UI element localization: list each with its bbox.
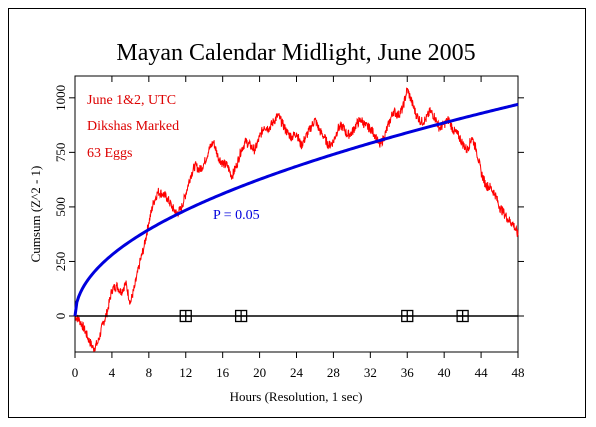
x-tick-label: 32 [364,365,377,380]
y-tick-label: 750 [53,143,68,163]
x-tick-label: 28 [327,365,340,380]
chart-title: Mayan Calendar Midlight, June 2005 [116,40,475,66]
annotation-text: 63 Eggs [87,146,133,161]
diksha-marker [456,309,469,323]
marker-layer [179,309,469,323]
x-tick-label: 36 [401,365,415,380]
x-tick-label: 40 [438,365,451,380]
annotation-text: Dikshas Marked [87,119,179,134]
x-tick-label: 48 [512,365,525,380]
annotation-layer: June 1&2, UTC Dikshas Marked 63 Eggs P = 0.… [87,93,260,223]
p-envelope-line [73,102,519,317]
x-tick-label: 24 [290,365,304,380]
x-tick-label: 4 [109,365,116,380]
diksha-marker [179,309,192,323]
y-tick-label: 1000 [53,85,68,111]
diksha-marker [234,309,248,323]
p-value-label: P = 0.05 [213,208,260,223]
x-tick-label: 20 [253,365,266,380]
y-tick-label: 0 [53,313,68,320]
x-tick-label: 12 [179,365,192,380]
series-layer [73,87,519,352]
y-tick-label: 250 [53,252,68,272]
x-tick-label: 0 [72,365,79,380]
x-tick-label: 16 [216,365,230,380]
x-tick-label: 8 [146,365,153,380]
y-tick-label: 500 [53,197,68,217]
x-tick-label: 44 [475,365,489,380]
y-axis-label: Cumsum (Z^2 - 1) [28,166,43,263]
diksha-marker [401,309,414,323]
plot-area [74,75,519,353]
x-axis-label: Hours (Resolution, 1 sec) [230,389,363,404]
annotation-text: June 1&2, UTC [87,93,176,108]
chart-frame [8,8,586,418]
